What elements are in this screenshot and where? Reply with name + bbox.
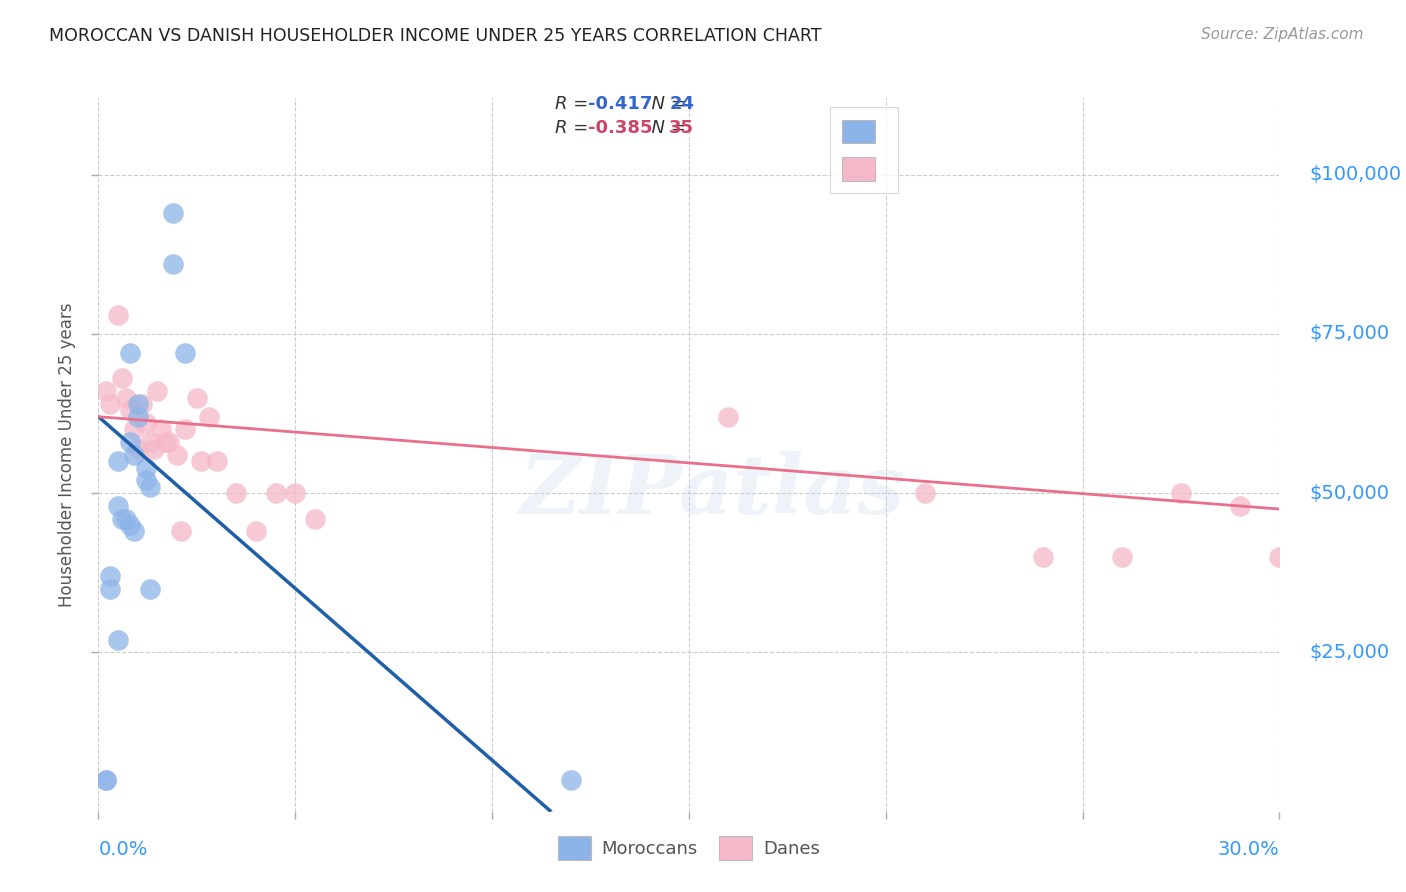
Point (155, 435, 177, 450)
Point (146, 384, 169, 399)
Point (107, 308, 129, 322)
Point (138, 480, 160, 494)
Text: N =: N = (640, 95, 692, 113)
Point (122, 448, 145, 462)
Point (107, 499, 129, 513)
Point (304, 511, 326, 525)
Point (98, 397, 121, 411)
Point (150, 422, 173, 436)
Point (245, 524, 267, 539)
Point (115, 511, 138, 525)
Point (98, 569, 121, 583)
Point (131, 397, 153, 411)
Point (162, 206, 184, 220)
Y-axis label: Householder Income Under 25 years: Householder Income Under 25 years (58, 302, 76, 607)
Point (264, 486, 287, 500)
Point (174, 422, 197, 436)
Point (190, 454, 212, 468)
Point (1111, 549, 1133, 564)
Point (174, 346, 197, 360)
Text: $100,000: $100,000 (1309, 165, 1402, 184)
Text: 35: 35 (669, 119, 695, 136)
Point (118, 518, 141, 533)
Point (1229, 499, 1251, 513)
Text: $75,000: $75,000 (1309, 325, 1389, 343)
Point (122, 422, 145, 436)
Text: Source: ZipAtlas.com: Source: ZipAtlas.com (1201, 27, 1364, 42)
Point (142, 442, 165, 456)
Point (205, 454, 228, 468)
Point (186, 391, 208, 405)
Point (111, 511, 134, 525)
Point (96, 772, 118, 787)
Point (118, 435, 141, 450)
Text: R =: R = (555, 119, 595, 136)
Point (197, 409, 219, 424)
Text: ZIPatlas: ZIPatlas (520, 450, 905, 531)
Text: -0.385: -0.385 (588, 119, 652, 136)
Point (166, 448, 188, 462)
Text: 30.0%: 30.0% (1218, 839, 1279, 858)
Point (1268, 549, 1291, 564)
Point (138, 435, 160, 450)
Point (127, 409, 149, 424)
Point (717, 409, 740, 424)
Point (170, 524, 193, 539)
Legend: Moroccans, Danes: Moroccans, Danes (547, 826, 831, 871)
Text: $50,000: $50,000 (1309, 483, 1389, 503)
Point (225, 486, 247, 500)
Point (107, 632, 129, 647)
Point (135, 474, 157, 488)
Point (115, 391, 138, 405)
Point (1032, 549, 1054, 564)
Point (127, 442, 149, 456)
Point (135, 460, 157, 475)
Point (914, 486, 936, 500)
Point (127, 397, 149, 411)
Text: N =: N = (640, 119, 692, 136)
Point (284, 486, 307, 500)
Point (162, 257, 184, 271)
Text: 0.0%: 0.0% (98, 839, 148, 858)
Text: -0.417: -0.417 (588, 95, 652, 113)
Point (122, 524, 145, 539)
Point (98, 582, 121, 596)
Point (138, 582, 160, 596)
Point (1170, 486, 1192, 500)
Text: R =: R = (555, 95, 595, 113)
Text: 24: 24 (669, 95, 695, 113)
Text: MOROCCAN VS DANISH HOUSEHOLDER INCOME UNDER 25 YEARS CORRELATION CHART: MOROCCAN VS DANISH HOUSEHOLDER INCOME UN… (49, 27, 821, 45)
Point (135, 416, 157, 430)
Point (560, 772, 582, 787)
Point (118, 403, 141, 417)
Text: $25,000: $25,000 (1309, 643, 1389, 662)
Point (96, 772, 118, 787)
Point (157, 435, 180, 450)
Point (107, 454, 129, 468)
Point (111, 371, 134, 385)
Point (96, 384, 118, 399)
Point (118, 346, 141, 360)
